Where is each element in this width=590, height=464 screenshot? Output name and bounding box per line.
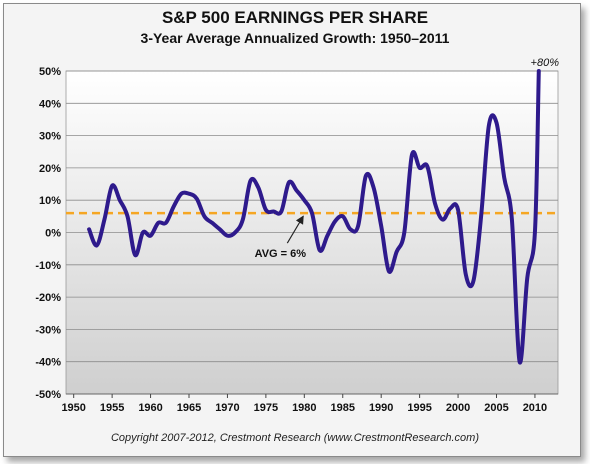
data-point xyxy=(418,166,421,170)
y-tick-label: -40% xyxy=(35,357,61,369)
x-tick-label: 1970 xyxy=(215,402,239,414)
x-tick-label: 1995 xyxy=(407,402,431,414)
y-tick-label: 30% xyxy=(39,131,61,143)
data-point xyxy=(410,153,414,157)
data-point xyxy=(210,221,214,224)
data-point xyxy=(218,228,221,231)
data-point xyxy=(326,234,329,237)
y-tick-label: -50% xyxy=(35,389,61,401)
y-tick-label: 50% xyxy=(39,66,61,78)
data-point xyxy=(157,221,160,224)
data-point xyxy=(187,192,191,195)
data-point xyxy=(295,189,298,192)
data-point xyxy=(164,221,168,224)
data-point xyxy=(395,250,398,254)
data-point xyxy=(372,186,375,189)
x-tick-label: 1965 xyxy=(177,402,201,414)
data-point xyxy=(149,234,152,237)
x-tick-label: 1985 xyxy=(331,402,355,414)
y-tick-label: 20% xyxy=(39,163,61,175)
y-tick-label: 40% xyxy=(39,98,61,110)
data-point xyxy=(341,215,344,218)
x-tick-label: 1990 xyxy=(369,402,393,414)
data-point xyxy=(141,231,145,234)
data-point xyxy=(310,211,314,215)
data-point xyxy=(203,215,206,218)
data-point xyxy=(503,176,506,179)
data-point xyxy=(87,228,91,231)
data-point xyxy=(403,231,406,234)
peak-annotation-label: +80% xyxy=(531,57,560,69)
data-point xyxy=(510,218,514,221)
avg-annotation-label: AVG = 6% xyxy=(255,248,307,260)
data-point xyxy=(257,186,260,189)
x-tick-label: 2005 xyxy=(484,402,508,414)
copyright-text: Copyright 2007-2012, Crestmont Research … xyxy=(110,432,480,444)
data-point xyxy=(479,215,483,218)
x-tick-label: 1960 xyxy=(138,402,162,414)
x-tick-label: 2000 xyxy=(446,402,470,414)
data-point xyxy=(180,192,183,195)
data-point xyxy=(134,253,137,257)
data-point xyxy=(518,360,521,363)
data-point xyxy=(364,174,367,178)
x-tick-label: 1980 xyxy=(292,402,316,414)
data-point xyxy=(433,202,437,205)
x-tick-label: 1950 xyxy=(61,402,85,414)
data-point xyxy=(249,179,252,182)
y-tick-label: -20% xyxy=(35,292,61,304)
data-point xyxy=(349,228,352,231)
data-point xyxy=(126,215,129,218)
data-point xyxy=(464,273,467,276)
data-point xyxy=(487,124,490,128)
data-point xyxy=(272,210,275,213)
data-point xyxy=(495,121,498,124)
data-point xyxy=(318,249,321,252)
data-point xyxy=(118,199,122,202)
data-point xyxy=(103,218,106,221)
data-point xyxy=(226,234,229,237)
data-point xyxy=(387,270,391,273)
x-tick-label: 1975 xyxy=(254,402,278,414)
data-point xyxy=(233,231,237,234)
data-point xyxy=(303,199,306,202)
y-tick-label: -10% xyxy=(35,260,61,272)
data-point xyxy=(472,279,475,283)
avg-annotation-arrow xyxy=(286,215,304,244)
data-point xyxy=(426,165,429,168)
data-point xyxy=(356,224,360,228)
data-point xyxy=(195,197,198,200)
data-point xyxy=(380,224,383,228)
y-tick-label: 10% xyxy=(39,195,61,207)
data-point xyxy=(241,218,244,221)
data-point xyxy=(95,244,99,247)
data-point xyxy=(110,184,114,187)
x-tick-label: 1955 xyxy=(100,402,124,414)
x-tick-label: 2010 xyxy=(523,402,547,414)
chart-subtitle: 3-Year Average Annualized Growth: 1950–2… xyxy=(140,30,450,46)
data-point xyxy=(280,210,283,213)
y-tick-label: -30% xyxy=(35,324,61,336)
data-point xyxy=(456,208,460,212)
y-tick-label: 0% xyxy=(45,228,61,240)
data-point xyxy=(441,218,444,221)
data-point xyxy=(264,208,268,212)
data-point xyxy=(449,207,452,210)
chart-title: S&P 500 EARNINGS PER SHARE xyxy=(161,8,429,27)
data-point xyxy=(333,220,337,223)
data-point xyxy=(287,181,291,184)
data-point xyxy=(537,69,540,73)
data-point xyxy=(533,231,537,234)
data-point xyxy=(172,205,175,208)
data-point xyxy=(526,276,529,279)
